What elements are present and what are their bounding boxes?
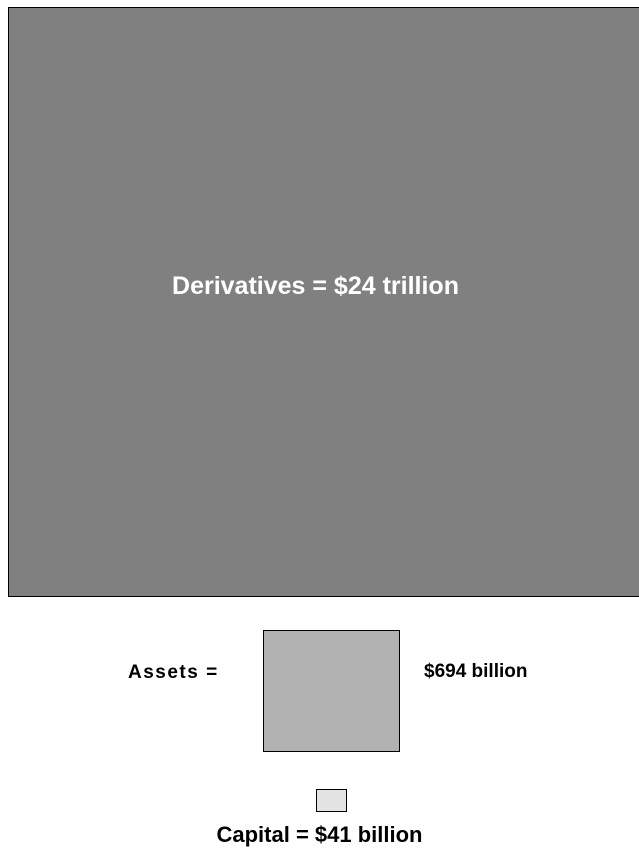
- assets-label: Assets =: [128, 662, 219, 683]
- derivatives-square: [8, 7, 639, 597]
- assets-value-label: $694 billion: [424, 661, 528, 682]
- assets-square: [263, 630, 400, 752]
- capital-label: Capital = $41 billion: [216, 822, 423, 847]
- derivatives-label: Derivatives = $24 trillion: [172, 272, 459, 300]
- capital-square: [316, 789, 347, 812]
